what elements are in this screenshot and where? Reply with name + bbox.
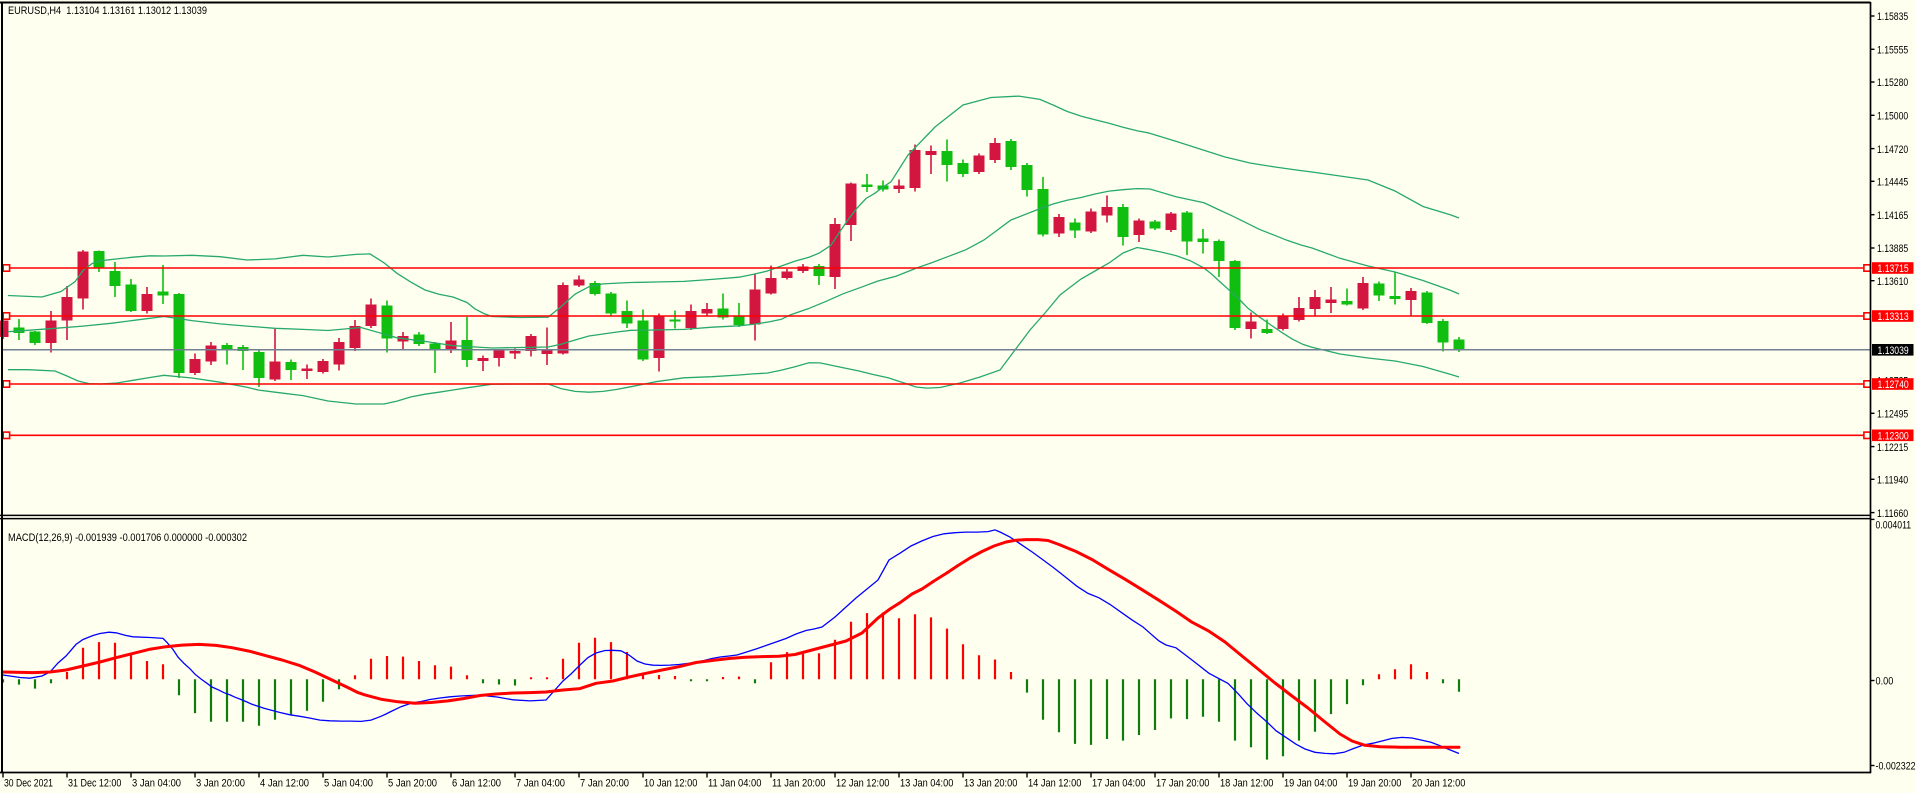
svg-text:6 Jan 12:00: 6 Jan 12:00 [452, 778, 501, 790]
svg-text:1.11940: 1.11940 [1877, 475, 1908, 487]
svg-text:1.14720: 1.14720 [1877, 144, 1908, 156]
svg-text:1.13715: 1.13715 [1878, 263, 1909, 275]
svg-text:1.12740: 1.12740 [1878, 379, 1909, 391]
svg-text:EURUSD,H4 1.13104 1.13161 1.1: EURUSD,H4 1.13104 1.13161 1.13012 1.1303… [8, 5, 207, 17]
svg-text:19 Jan 04:00: 19 Jan 04:00 [1284, 778, 1337, 790]
svg-text:14 Jan 12:00: 14 Jan 12:00 [1028, 778, 1081, 790]
svg-text:1.13039: 1.13039 [1878, 345, 1909, 357]
svg-text:1.12300: 1.12300 [1878, 431, 1909, 443]
svg-text:11 Jan 04:00: 11 Jan 04:00 [708, 778, 761, 790]
svg-text:19 Jan 20:00: 19 Jan 20:00 [1348, 778, 1401, 790]
svg-text:18 Jan 12:00: 18 Jan 12:00 [1220, 778, 1273, 790]
svg-text:1.13313: 1.13313 [1878, 311, 1909, 323]
svg-text:20 Jan 12:00: 20 Jan 12:00 [1412, 778, 1465, 790]
svg-text:11 Jan 20:00: 11 Jan 20:00 [772, 778, 825, 790]
svg-text:1.13885: 1.13885 [1877, 243, 1908, 255]
svg-text:7 Jan 20:00: 7 Jan 20:00 [580, 778, 629, 790]
svg-text:1.15000: 1.15000 [1877, 111, 1908, 123]
svg-text:1.11660: 1.11660 [1877, 508, 1908, 520]
svg-text:4 Jan 12:00: 4 Jan 12:00 [260, 778, 309, 790]
svg-text:17 Jan 20:00: 17 Jan 20:00 [1156, 778, 1209, 790]
svg-text:17 Jan 04:00: 17 Jan 04:00 [1092, 778, 1145, 790]
svg-text:1.15835: 1.15835 [1877, 11, 1908, 23]
svg-text:1.14445: 1.14445 [1877, 177, 1908, 189]
svg-text:12 Jan 12:00: 12 Jan 12:00 [836, 778, 889, 790]
svg-text:1.14165: 1.14165 [1877, 210, 1908, 222]
svg-text:5 Jan 20:00: 5 Jan 20:00 [388, 778, 437, 790]
svg-text:13 Jan 20:00: 13 Jan 20:00 [964, 778, 1017, 790]
svg-text:0.00: 0.00 [1876, 676, 1894, 688]
svg-text:30 Dec 2021: 30 Dec 2021 [4, 778, 53, 790]
svg-text:-0.002322: -0.002322 [1876, 761, 1916, 773]
svg-text:5 Jan 04:00: 5 Jan 04:00 [324, 778, 373, 790]
svg-text:10 Jan 12:00: 10 Jan 12:00 [644, 778, 697, 790]
svg-text:0.004011: 0.004011 [1876, 520, 1912, 532]
svg-text:MACD(12,26,9) -0.001939 -0.001: MACD(12,26,9) -0.001939 -0.001706 0.0000… [8, 532, 247, 544]
svg-text:1.13610: 1.13610 [1877, 276, 1908, 288]
svg-text:3 Jan 20:00: 3 Jan 20:00 [196, 778, 245, 790]
svg-text:31 Dec 12:00: 31 Dec 12:00 [68, 778, 121, 790]
svg-text:7 Jan 04:00: 7 Jan 04:00 [516, 778, 565, 790]
svg-text:3 Jan 04:00: 3 Jan 04:00 [132, 778, 181, 790]
svg-text:1.12215: 1.12215 [1877, 442, 1908, 454]
svg-text:13 Jan 04:00: 13 Jan 04:00 [900, 778, 953, 790]
svg-text:1.15280: 1.15280 [1877, 77, 1908, 89]
svg-text:1.12495: 1.12495 [1877, 409, 1908, 421]
svg-text:1.15555: 1.15555 [1877, 45, 1908, 57]
